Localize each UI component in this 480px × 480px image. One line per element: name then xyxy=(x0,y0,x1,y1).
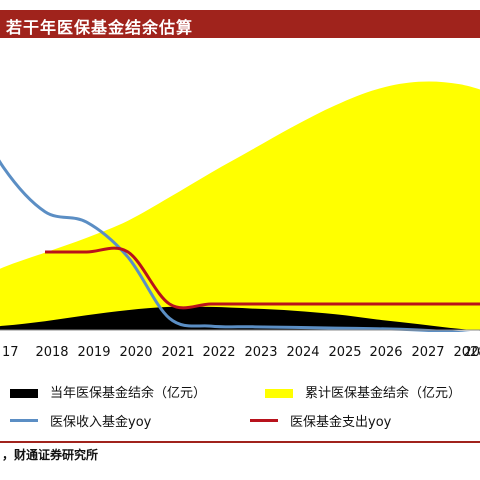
x-tick-label: 2018 xyxy=(35,345,68,360)
source-divider xyxy=(0,441,480,443)
title-bar: 若干年医保基金结余估算 xyxy=(0,10,480,38)
legend-label: 医保基金支出yoy xyxy=(290,415,392,430)
x-tick-label: 2027 xyxy=(411,345,444,360)
area-series-0 xyxy=(0,306,480,331)
x-tick-label: 17 xyxy=(2,345,19,360)
legend-label: 累计医保基金结余（亿元） xyxy=(305,386,462,401)
x-tick-label: 2026 xyxy=(369,345,402,360)
x-tick-label: 20 xyxy=(463,345,480,360)
area-series-1 xyxy=(0,81,480,330)
x-tick-label: 2024 xyxy=(286,345,319,360)
legend-swatch xyxy=(265,389,293,398)
plot-group xyxy=(0,81,480,332)
x-tick-label: 2028 xyxy=(453,345,480,360)
source-note: ，财通证券研究所 xyxy=(2,448,99,462)
legend-swatch xyxy=(10,419,38,422)
legend-label: 当年医保基金结余（亿元） xyxy=(50,386,207,401)
x-tick-label: 2019 xyxy=(77,345,110,360)
legend-swatch xyxy=(250,419,278,422)
line-series-3 xyxy=(45,246,480,310)
x-tick-label: 2023 xyxy=(244,345,277,360)
legend-label: 医保收入基金yoy xyxy=(50,415,152,430)
legend-swatch xyxy=(10,389,38,398)
x-tick-label: 2022 xyxy=(202,345,235,360)
x-tick-label: 2025 xyxy=(328,345,361,360)
x-tick-label: 2021 xyxy=(161,345,194,360)
chart-title: 若干年医保基金结余估算 xyxy=(6,18,194,37)
x-tick-label: 2020 xyxy=(119,345,152,360)
